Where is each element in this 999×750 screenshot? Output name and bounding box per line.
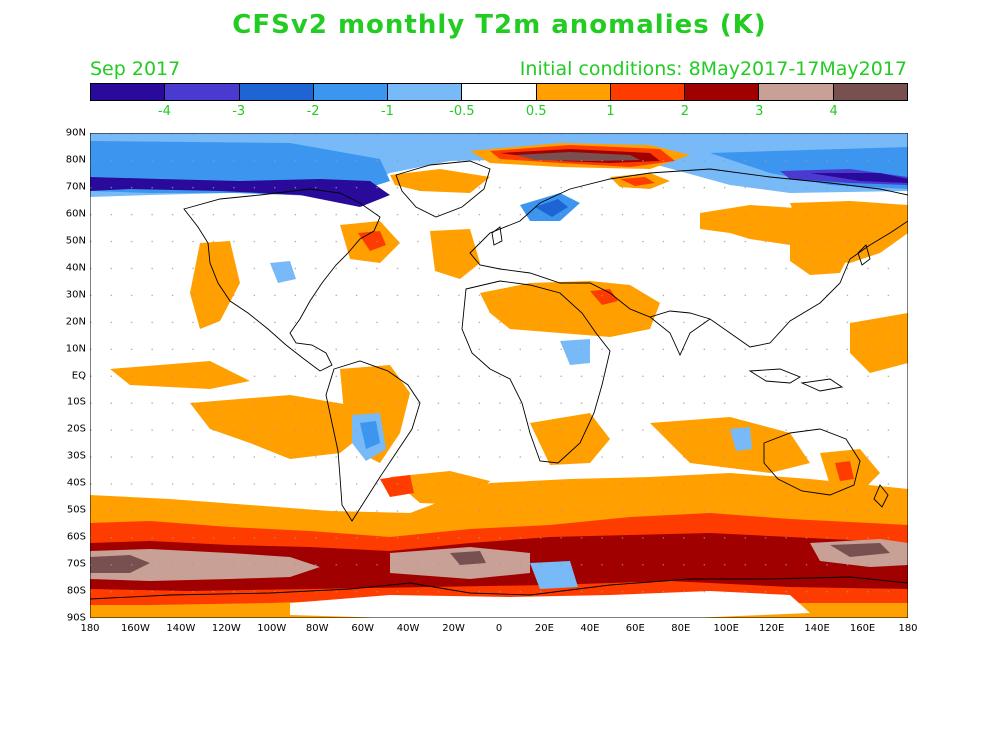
colorbar-tick-label: -3 (232, 104, 246, 119)
latitude-label: 60N (65, 208, 86, 220)
colorbar-tick-label: 4 (829, 104, 838, 119)
latitude-label: 80S (66, 585, 86, 597)
grid-dots (90, 133, 908, 618)
colorbar-segment (610, 84, 686, 100)
colorbar-tick-label: 1 (606, 104, 615, 119)
world-map (90, 133, 908, 618)
uk-coast (491, 226, 503, 246)
longitude-label: 180 (80, 623, 100, 634)
colorbar-tick-label: 2 (680, 104, 690, 119)
greenland-coast (395, 160, 491, 218)
australia-coast (763, 428, 861, 496)
colorbar-tick-label: 3 (755, 104, 764, 119)
longitude-label: 180 (898, 623, 918, 634)
longitude-label: 140W (166, 623, 196, 634)
longitude-label: 100W (257, 623, 287, 634)
longitude-label: 0 (495, 623, 503, 634)
longitude-label: 100E (713, 623, 739, 634)
colorbar-segment (685, 84, 760, 100)
longitude-label: 120E (758, 623, 785, 634)
latitude-label: 20N (65, 316, 86, 328)
colorbar (90, 83, 908, 101)
latitude-label: 90N (65, 127, 86, 139)
colorbar-segment (165, 84, 240, 100)
longitude-label: 80W (305, 623, 329, 634)
longitude-label: 40W (396, 623, 420, 634)
south-america-coast (325, 360, 421, 522)
latitude-label: 10N (65, 343, 86, 355)
colorbar-tick-label: -1 (380, 104, 394, 119)
colorbar-segment (388, 84, 463, 100)
longitude-label: 40E (580, 623, 600, 634)
colorbar-segment (91, 84, 166, 100)
longitude-label: 60W (351, 623, 374, 634)
japan-coast (857, 244, 871, 266)
latitude-label: 50N (65, 235, 86, 247)
colorbar-segment (759, 84, 834, 100)
latitude-label: 50S (66, 504, 86, 516)
latitude-label: 30S (66, 450, 86, 462)
colorbar-tick-label: -0.5 (449, 104, 475, 119)
colorbar-segment (313, 84, 389, 100)
valid-month-label: Sep 2017 (90, 58, 181, 80)
eurasia-coast (469, 168, 908, 348)
latitude-label: 90S (66, 612, 86, 624)
north-america-coast (183, 188, 381, 372)
longitude-label: 80E (671, 623, 691, 634)
initial-conditions-label: Initial conditions: 8May2017-17May2017 (519, 58, 907, 80)
longitude-label: 140E (804, 623, 830, 634)
longitude-label: 160W (120, 623, 150, 634)
indonesia-islands (748, 368, 844, 392)
colorbar-segment (462, 84, 537, 100)
colorbar-tick-label: -2 (306, 104, 320, 119)
latitude-label: 10S (66, 396, 86, 408)
india-coast (649, 316, 711, 357)
longitude-label: 120W (211, 623, 241, 634)
latitude-label: EQ (71, 370, 86, 381)
colorbar-tick-label: -4 (157, 104, 171, 119)
latitude-label: 80N (65, 154, 86, 166)
latitude-label: 30N (65, 289, 86, 301)
longitude-label: 20E (534, 623, 554, 634)
colorbar-segment (536, 84, 611, 100)
latitude-label: 60S (66, 531, 86, 543)
latitude-label: 40S (66, 477, 86, 489)
longitude-label: 60E (625, 623, 645, 634)
colorbar-tick-labels: -4 -3 -2 -1 -0.5 0.5 1 2 3 4 (90, 104, 908, 120)
colorbar-segment (833, 84, 907, 100)
africa-coast (461, 280, 611, 464)
colorbar-segment (239, 84, 314, 100)
longitude-label: 160E (849, 623, 876, 634)
latitude-label: 40N (65, 262, 86, 274)
antarctica-coast (90, 576, 908, 600)
chart-title: CFSv2 monthly T2m anomalies (K) (232, 10, 767, 40)
latitude-label: 70S (66, 558, 86, 570)
new-zealand-coast (873, 484, 889, 508)
latitude-label: 70N (65, 181, 86, 193)
longitude-label: 20W (442, 623, 465, 634)
latitude-label: 20S (66, 423, 86, 435)
colorbar-tick-label: 0.5 (525, 104, 547, 119)
coastlines (90, 160, 908, 600)
